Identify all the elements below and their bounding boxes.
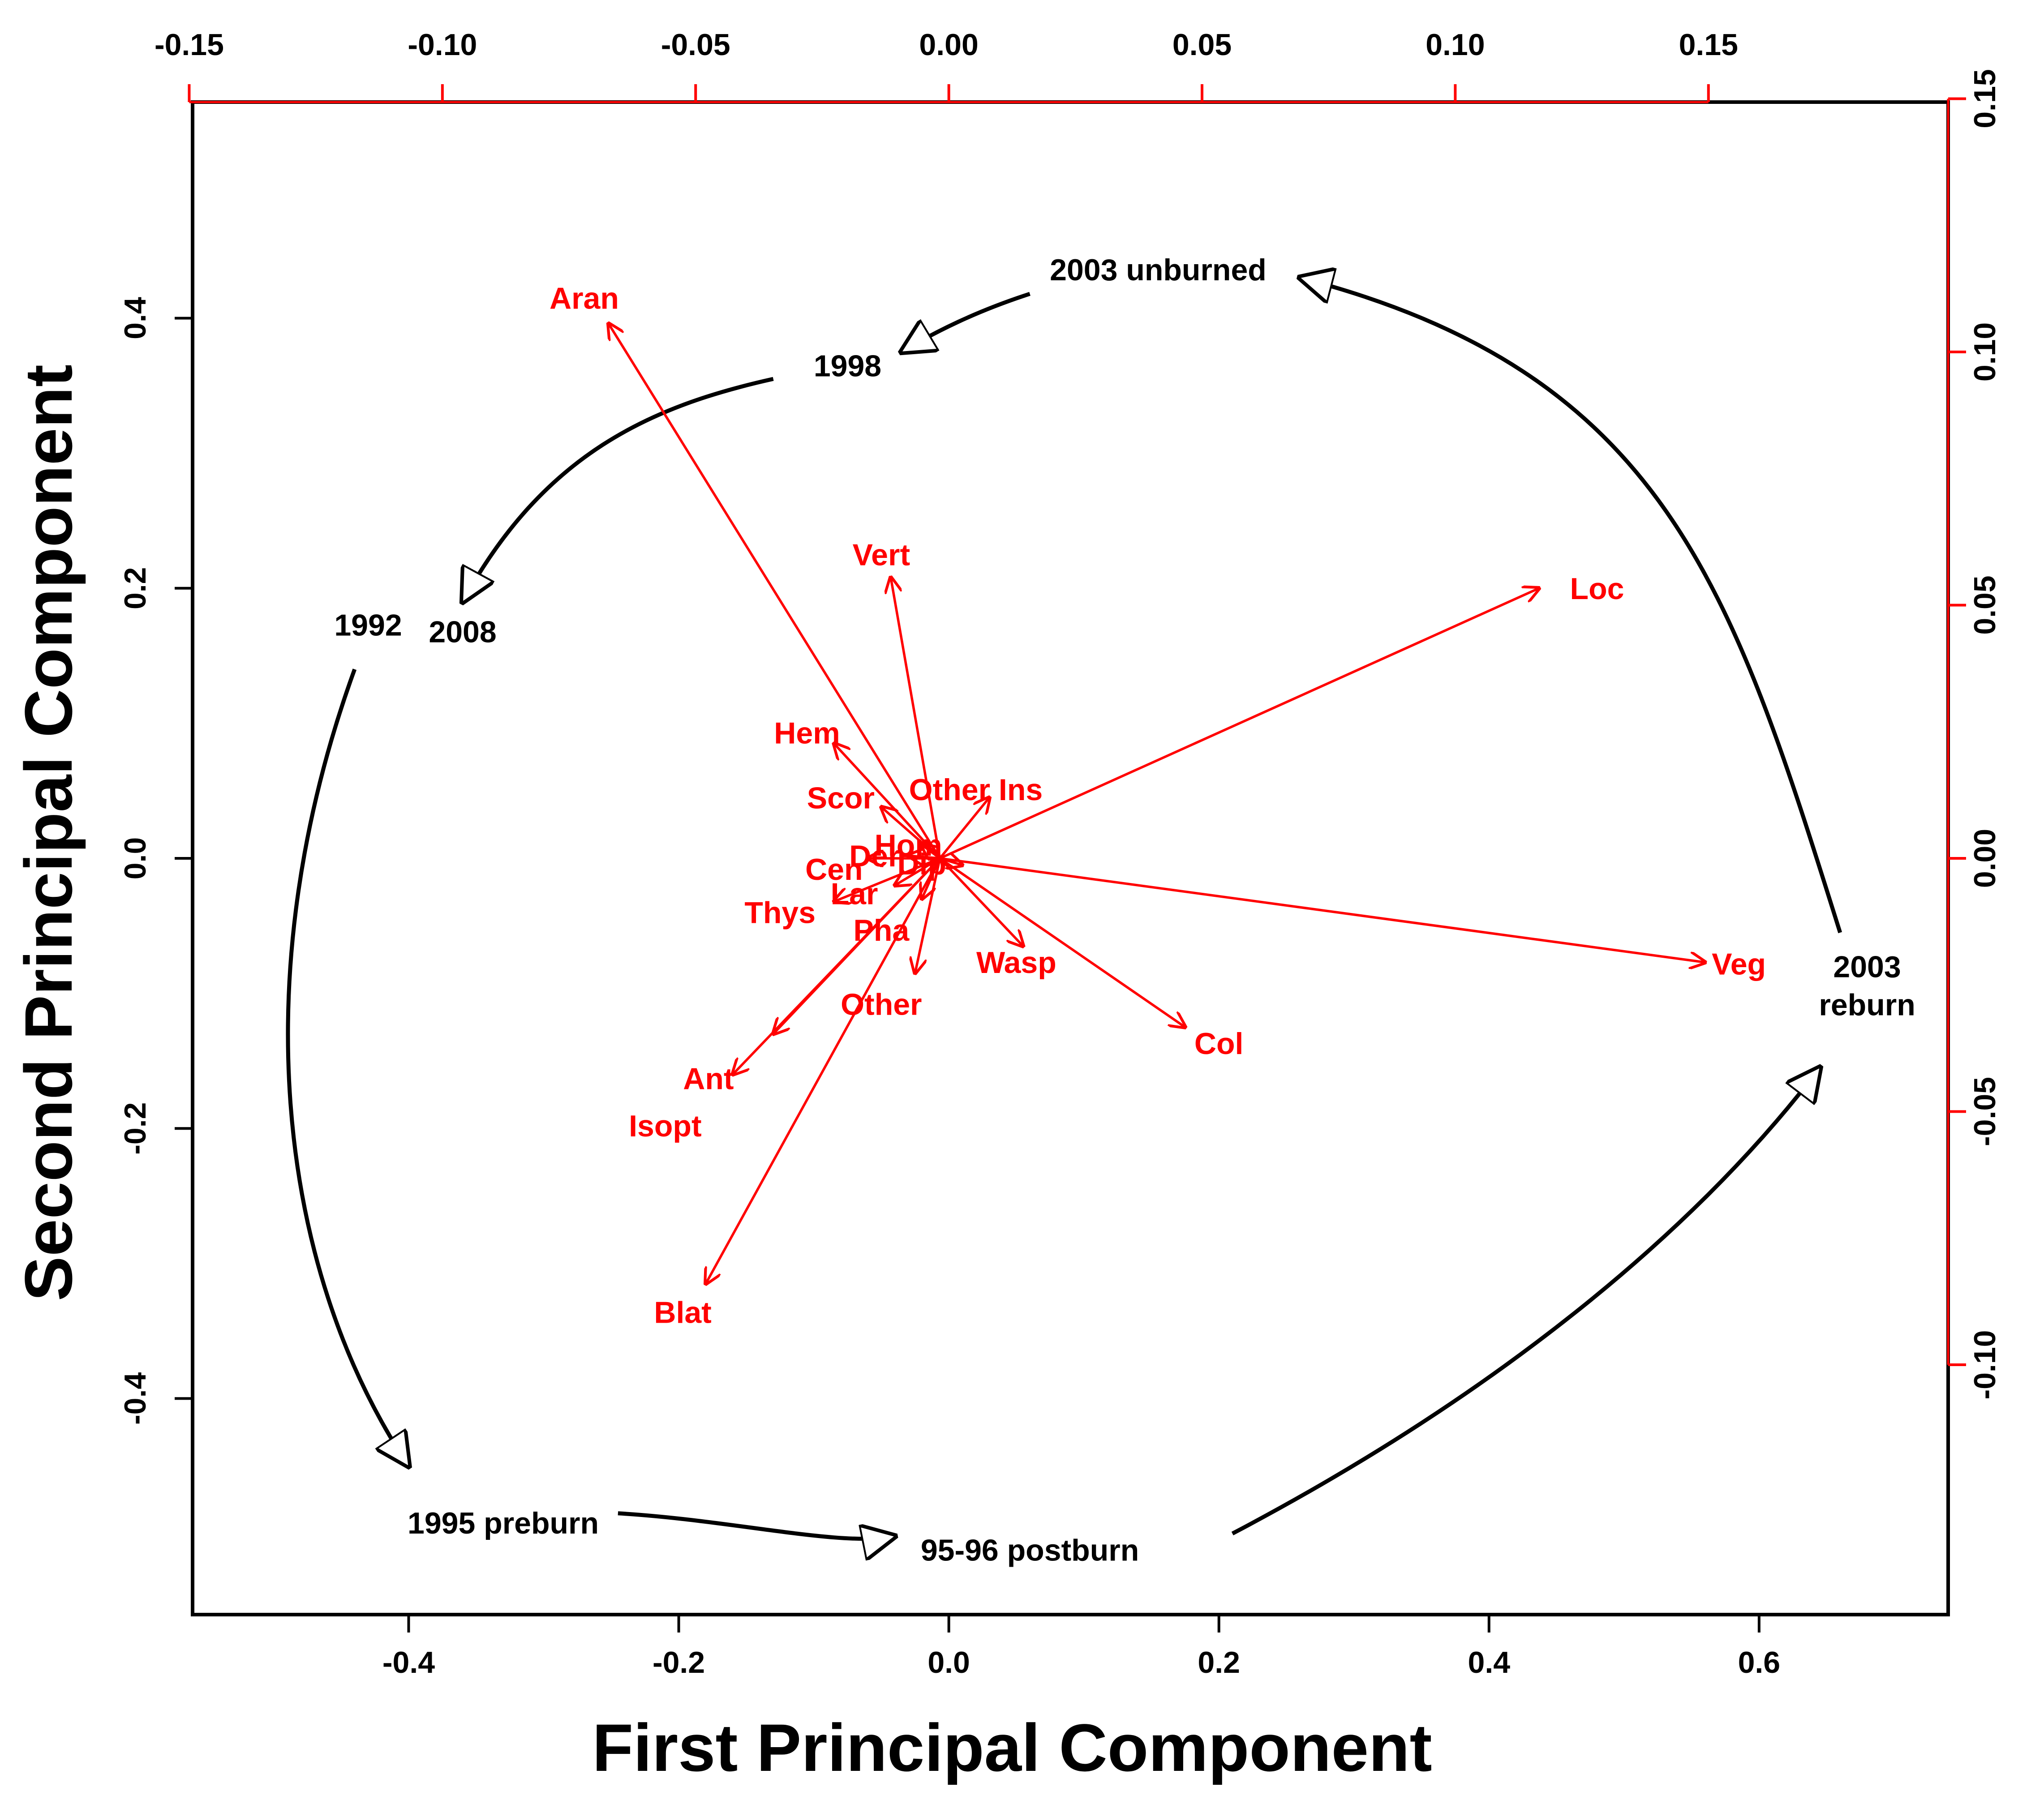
loading-label: Wasp (976, 946, 1056, 980)
loading-arrow (895, 857, 941, 885)
x-tick-label: 0.6 (1738, 1645, 1781, 1680)
top-tick-label: -0.05 (661, 28, 730, 62)
loading-label: Vert (853, 538, 910, 572)
loading-label: Veg (1712, 947, 1766, 981)
loading-arrow (939, 857, 1023, 946)
trajectory-arrow (1231, 1067, 1820, 1536)
year-label: 1995 preburn (408, 1506, 599, 1540)
loading-label: Isopt (629, 1109, 701, 1143)
trajectory-arrow (618, 1511, 895, 1539)
loading-arrow (939, 797, 989, 859)
top-tick-label: 0.05 (1172, 28, 1232, 62)
loading-label: Scor (807, 781, 875, 815)
loading-arrow (915, 858, 941, 973)
x-tick-label: -0.4 (382, 1645, 435, 1680)
x-tick-label: -0.2 (653, 1645, 705, 1680)
right-axis: -0.10 -0.05 0.00 0.05 0.10 0.15 (1947, 69, 2002, 1400)
y-tick-label: 0.4 (118, 297, 152, 339)
loading-arrow (706, 857, 941, 1284)
loading-label: Loc (1570, 572, 1624, 606)
loading-arrow (834, 744, 941, 859)
left-axis: -0.4 -0.2 0.0 0.2 0.4 (118, 297, 193, 1425)
loading-label: Thys (744, 896, 816, 930)
top-tick-label: -0.10 (408, 28, 477, 62)
top-tick-label: 0.15 (1679, 28, 1738, 62)
bottom-axis: -0.4 -0.2 0.0 0.2 0.4 0.6 (382, 1615, 1780, 1680)
right-tick-label: 0.00 (1968, 829, 2002, 888)
year-label: 1992 (334, 608, 402, 642)
loading-label: Col (1194, 1027, 1244, 1061)
loading-label: Dip (897, 847, 947, 881)
top-tick-label: -0.15 (155, 28, 224, 62)
top-tick-label: 0.10 (1426, 28, 1485, 62)
year-label: 95-96 postburn (921, 1533, 1139, 1567)
x-axis-title: First Principal Component (592, 1710, 1432, 1785)
right-tick-label: 0.15 (1968, 69, 2002, 128)
loading-label: Cen (805, 853, 863, 887)
x-tick-label: 0.2 (1198, 1645, 1240, 1680)
x-tick-label: 0.4 (1468, 1645, 1511, 1680)
x-tick-label: 0.0 (928, 1645, 970, 1680)
loading-arrow (940, 857, 1705, 962)
loading-arrow (609, 324, 941, 859)
y-axis-title: Second Principal Component (11, 364, 86, 1301)
year-label: 1998 (814, 349, 881, 383)
plot-frame (191, 100, 1950, 1616)
right-tick-label: -0.10 (1968, 1330, 2002, 1400)
year-label: 2003 unburned (1050, 253, 1267, 287)
top-tick-label: 0.00 (919, 28, 978, 62)
loading-label: Hem (774, 716, 840, 750)
loading-arrow (891, 578, 941, 859)
loading-label: Aran (550, 281, 619, 315)
right-tick-label: 0.10 (1968, 322, 2002, 381)
loading-arrow (939, 857, 1185, 1027)
loading-label: Blat (654, 1295, 711, 1329)
year-label: 2003 reburn (1819, 950, 1915, 1022)
loading-arrow (773, 857, 941, 1034)
loading-label: Ant (683, 1062, 734, 1096)
loading-arrow (922, 845, 941, 858)
loading-arrow (908, 856, 940, 858)
y-tick-label: 0.0 (118, 837, 152, 880)
y-tick-label: -0.2 (118, 1102, 152, 1155)
top-axis: -0.15 -0.10 -0.05 0.00 0.05 0.10 0.15 (155, 28, 1738, 103)
loading-arrow (939, 858, 962, 865)
y-tick-label: -0.4 (118, 1372, 152, 1425)
trajectory-arrow (902, 292, 1031, 352)
loading-arrow (939, 588, 1539, 860)
trajectory-arrow (463, 377, 774, 602)
trajectory-arrow (286, 668, 408, 1466)
year-label: 2008 (429, 615, 496, 649)
y-tick-label: 0.2 (118, 567, 152, 610)
loading-label: Other Ins (909, 773, 1043, 807)
loading-label: Der (849, 839, 900, 873)
trajectory-layer: 1992 1995 preburn 95-96 postburn 2003 reburn… (286, 253, 1915, 1567)
right-tick-label: -0.05 (1968, 1077, 2002, 1146)
trajectory-arrow (1300, 278, 1842, 934)
right-tick-label: 0.05 (1968, 575, 2002, 634)
